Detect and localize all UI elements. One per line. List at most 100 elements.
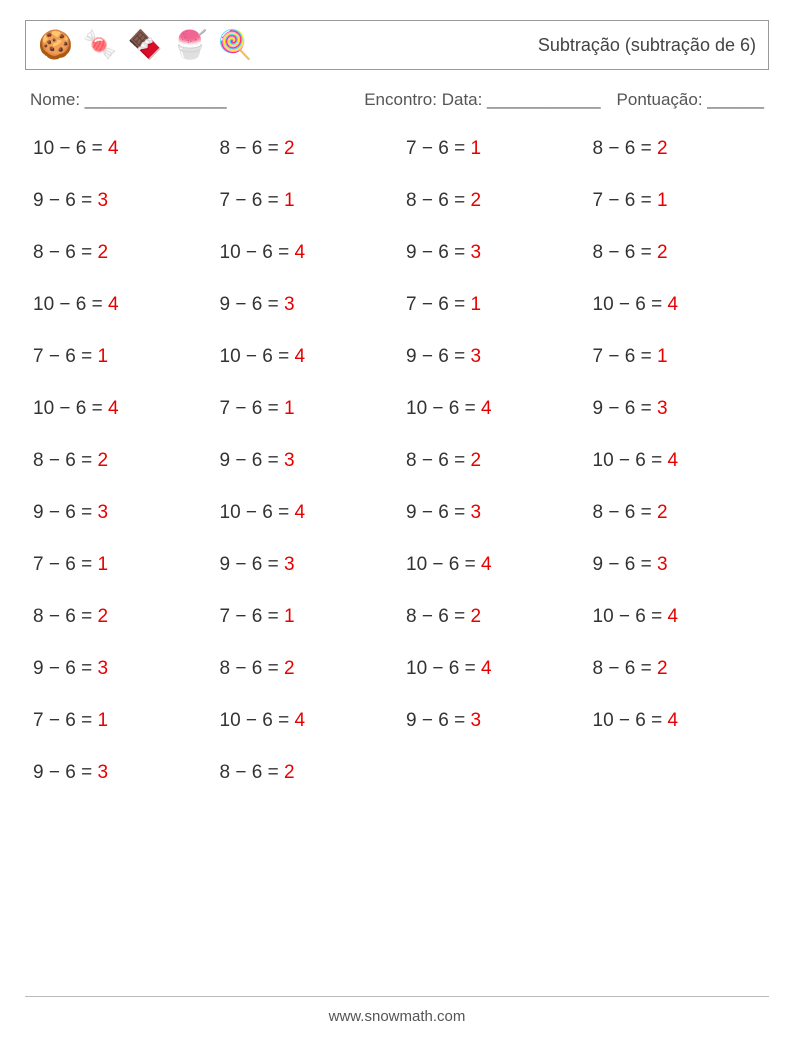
problem-equation: 10 − 6 = xyxy=(406,658,481,679)
problem-equation: 9 − 6 = xyxy=(406,242,470,263)
problem-equation: 9 − 6 = xyxy=(406,710,470,731)
problem-cell: 10 − 6 = 4 xyxy=(406,658,583,680)
problem-cell: 8 − 6 = 2 xyxy=(593,502,770,524)
icecream-icon: 🍧 xyxy=(173,31,208,59)
problem-equation: 9 − 6 = xyxy=(593,398,657,419)
cookie-icon: 🍪 xyxy=(38,31,73,59)
problem-answer: 2 xyxy=(470,450,481,471)
problem-equation: 9 − 6 = xyxy=(33,762,97,783)
footer-divider xyxy=(25,996,769,997)
problem-answer: 1 xyxy=(657,190,668,211)
problem-equation: 7 − 6 = xyxy=(593,346,657,367)
problem-answer: 1 xyxy=(284,398,295,419)
problem-cell: 7 − 6 = 1 xyxy=(406,138,583,160)
problem-answer: 2 xyxy=(657,138,668,159)
problem-answer: 2 xyxy=(470,606,481,627)
problem-answer: 4 xyxy=(108,138,119,159)
problem-answer: 3 xyxy=(284,294,295,315)
problem-cell: 8 − 6 = 2 xyxy=(33,606,210,628)
problems-grid: 10 − 6 = 4 8 − 6 = 2 7 − 6 = 1 8 − 6 = 2 9 −… xyxy=(25,138,769,784)
problem-answer: 3 xyxy=(97,502,108,523)
problem-answer: 4 xyxy=(295,502,306,523)
problem-answer: 3 xyxy=(97,658,108,679)
problem-answer: 2 xyxy=(657,242,668,263)
problem-equation: 10 − 6 = xyxy=(593,710,668,731)
problem-equation: 8 − 6 = xyxy=(33,606,97,627)
problem-cell: 8 − 6 = 2 xyxy=(406,190,583,212)
problem-equation: 8 − 6 = xyxy=(406,606,470,627)
problem-equation: 10 − 6 = xyxy=(220,502,295,523)
problem-answer: 3 xyxy=(284,450,295,471)
problem-answer: 3 xyxy=(470,502,481,523)
problem-answer: 4 xyxy=(481,554,492,575)
problem-equation: 7 − 6 = xyxy=(33,554,97,575)
problem-answer: 4 xyxy=(295,710,306,731)
problem-equation: 8 − 6 = xyxy=(406,450,470,471)
problem-cell: 10 − 6 = 4 xyxy=(593,294,770,316)
problem-equation: 7 − 6 = xyxy=(220,606,284,627)
problem-answer: 3 xyxy=(284,554,295,575)
problem-equation: 9 − 6 = xyxy=(33,658,97,679)
problem-cell: 7 − 6 = 1 xyxy=(593,346,770,368)
problem-answer: 2 xyxy=(657,658,668,679)
problem-equation: 7 − 6 = xyxy=(406,294,470,315)
problem-equation: 8 − 6 = xyxy=(220,762,284,783)
problem-equation: 9 − 6 = xyxy=(220,294,284,315)
problem-answer: 4 xyxy=(668,710,679,731)
problem-equation: 9 − 6 = xyxy=(33,502,97,523)
problem-cell: 10 − 6 = 4 xyxy=(406,554,583,576)
problem-answer: 1 xyxy=(97,346,108,367)
problem-answer: 1 xyxy=(470,138,481,159)
problem-cell: 10 − 6 = 4 xyxy=(593,450,770,472)
problem-equation: 9 − 6 = xyxy=(220,554,284,575)
problem-cell: 8 − 6 = 2 xyxy=(406,450,583,472)
problem-answer: 3 xyxy=(97,762,108,783)
candy-icon: 🍬 xyxy=(83,31,118,59)
problem-cell: 8 − 6 = 2 xyxy=(33,242,210,264)
problem-cell: 9 − 6 = 3 xyxy=(406,502,583,524)
chocolate-icon: 🍫 xyxy=(128,31,163,59)
problem-answer: 3 xyxy=(657,554,668,575)
lollipop-icon: 🍭 xyxy=(218,31,253,59)
problem-cell: 9 − 6 = 3 xyxy=(33,502,210,524)
problem-equation: 9 − 6 = xyxy=(220,450,284,471)
problem-cell: 9 − 6 = 3 xyxy=(220,450,397,472)
problem-answer: 4 xyxy=(668,450,679,471)
problem-equation: 8 − 6 = xyxy=(33,242,97,263)
problem-cell: 9 − 6 = 3 xyxy=(33,762,210,784)
problem-answer: 4 xyxy=(481,398,492,419)
problem-answer: 1 xyxy=(97,710,108,731)
problem-answer: 2 xyxy=(97,242,108,263)
problem-cell: 8 − 6 = 2 xyxy=(220,762,397,784)
problem-answer: 3 xyxy=(470,710,481,731)
problem-cell: 7 − 6 = 1 xyxy=(220,190,397,212)
problem-cell: 10 − 6 = 4 xyxy=(220,242,397,264)
problem-cell: 7 − 6 = 1 xyxy=(593,190,770,212)
problem-cell: 9 − 6 = 3 xyxy=(220,554,397,576)
problem-answer: 2 xyxy=(97,606,108,627)
problem-answer: 1 xyxy=(470,294,481,315)
problem-cell: 8 − 6 = 2 xyxy=(406,606,583,628)
problem-cell: 8 − 6 = 2 xyxy=(593,658,770,680)
problem-answer: 3 xyxy=(470,242,481,263)
problem-cell: 9 − 6 = 3 xyxy=(33,190,210,212)
problem-cell: 9 − 6 = 3 xyxy=(593,398,770,420)
problem-cell: 10 − 6 = 4 xyxy=(220,346,397,368)
info-row: Nome: _______________ Encontro: Data: __… xyxy=(25,90,769,110)
problem-answer: 3 xyxy=(657,398,668,419)
worksheet-title: Subtração (subtração de 6) xyxy=(538,35,756,56)
problem-answer: 4 xyxy=(668,294,679,315)
problem-answer: 4 xyxy=(295,346,306,367)
problem-cell: 7 − 6 = 1 xyxy=(220,398,397,420)
problem-equation: 9 − 6 = xyxy=(406,346,470,367)
problem-answer: 2 xyxy=(284,138,295,159)
problem-answer: 2 xyxy=(284,762,295,783)
problem-equation: 10 − 6 = xyxy=(33,138,108,159)
problem-equation: 9 − 6 = xyxy=(593,554,657,575)
problem-cell: 7 − 6 = 1 xyxy=(406,294,583,316)
problem-cell: 9 − 6 = 3 xyxy=(406,242,583,264)
problem-cell: 10 − 6 = 4 xyxy=(220,710,397,732)
pontuacao-label: Pontuação: ______ xyxy=(617,90,764,110)
problem-equation: 10 − 6 = xyxy=(593,294,668,315)
problem-equation: 7 − 6 = xyxy=(593,190,657,211)
